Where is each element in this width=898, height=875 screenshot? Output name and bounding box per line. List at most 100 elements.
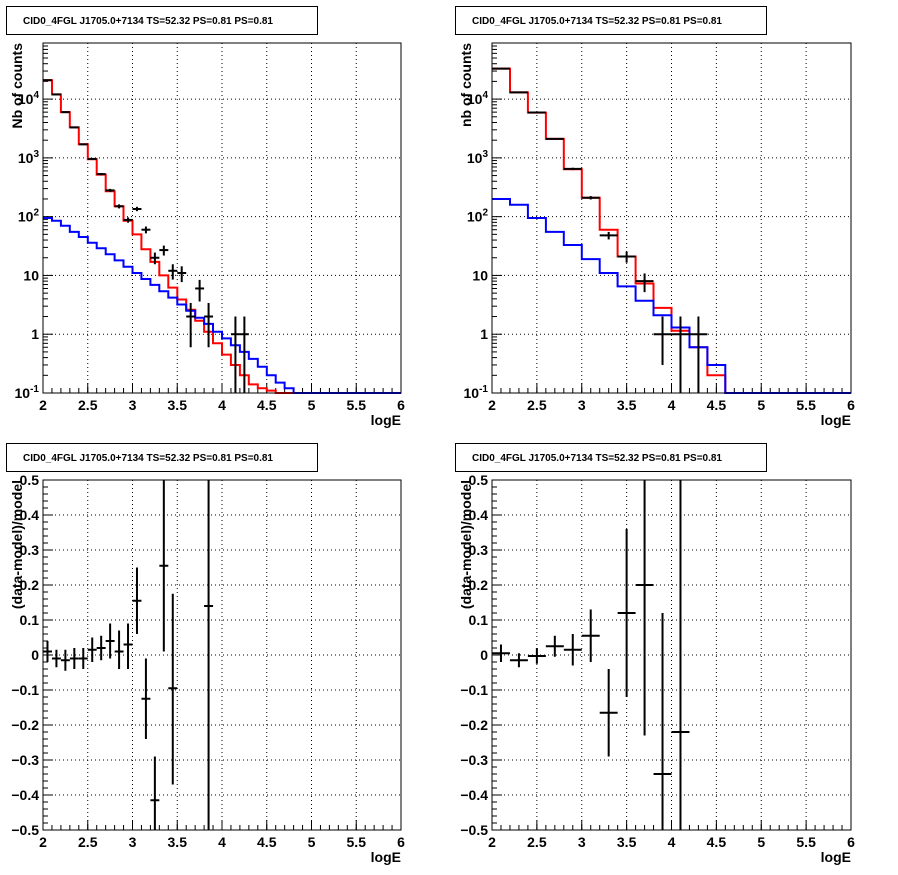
data-point: [239, 316, 249, 393]
residual-panel-left: CID0_4FGL J1705.0+7134 TS=52.32 PS=0.81 …: [6, 443, 405, 865]
data-point: [78, 648, 88, 669]
data-point: [150, 252, 160, 265]
y-tick-label: 0.5: [469, 472, 489, 488]
y-tick-label: −0.2: [11, 717, 39, 733]
data-point: [527, 648, 546, 664]
x-tick-label: 4.5: [707, 397, 727, 413]
title-box: [6, 6, 318, 35]
data-point: [132, 206, 142, 212]
data-point: [69, 648, 79, 669]
plot-frame: [42, 42, 402, 394]
y-tick-label: 102: [18, 208, 40, 225]
y-tick-label: −0.5: [11, 822, 39, 838]
data-point: [105, 623, 115, 659]
x-tick-label: 4: [668, 834, 676, 850]
data-point: [617, 529, 636, 697]
x-tick-label: 3.5: [168, 834, 188, 850]
data-point: [635, 480, 654, 736]
residual-panel-right: CID0_4FGL J1705.0+7134 TS=52.32 PS=0.81 …: [455, 443, 855, 865]
x-tick-label: 5: [308, 834, 316, 850]
data-point: [114, 204, 124, 209]
data-point: [230, 316, 240, 393]
y-tick-label: 10-1: [464, 384, 489, 401]
y-tick-label: 1: [31, 326, 39, 342]
data-point: [87, 157, 97, 160]
data-point: [509, 653, 528, 668]
x-axis-title: logE: [371, 412, 401, 428]
y-tick-label: −0.3: [460, 752, 488, 768]
data-point: [69, 126, 79, 129]
x-tick-label: 3: [578, 834, 586, 850]
data-point: [492, 644, 510, 662]
data-point: [617, 251, 636, 263]
plot-frame: [491, 479, 852, 831]
chart-title: CID0_4FGL J1705.0+7134 TS=52.32 PS=0.81 …: [23, 16, 273, 27]
y-tick-label: 0.2: [469, 577, 489, 593]
y-axis-title: (data-model)/model: [9, 480, 25, 609]
y-tick-label: 0.4: [469, 507, 489, 523]
x-tick-label: 2: [488, 834, 496, 850]
x-tick-label: 2: [39, 397, 47, 413]
x-tick-label: 2.5: [527, 397, 547, 413]
y-tick-label: −0.1: [11, 682, 39, 698]
data-point: [599, 231, 618, 240]
data-point: [186, 302, 196, 348]
x-tick-label: 6: [397, 397, 405, 413]
y-tick-label: 1: [480, 326, 488, 342]
y-tick-label: −0.1: [460, 682, 488, 698]
x-tick-label: 5.5: [796, 397, 816, 413]
data-point: [581, 609, 600, 662]
y-tick-label: 0.2: [20, 577, 40, 593]
chart-title: CID0_4FGL J1705.0+7134 TS=52.32 PS=0.81 …: [472, 16, 722, 27]
y-axis-title: nb of counts: [458, 43, 474, 127]
title-box: [455, 6, 767, 35]
y-axis-title: Nb of counts: [9, 43, 25, 129]
x-axis-title: logE: [821, 849, 851, 865]
data-point: [105, 188, 115, 192]
data-point: [78, 143, 88, 146]
x-tick-label: 4.5: [707, 834, 727, 850]
x-tick-label: 5.5: [796, 834, 816, 850]
x-tick-label: 4: [218, 397, 226, 413]
y-tick-label: −0.4: [460, 787, 488, 803]
x-tick-label: 5: [757, 397, 765, 413]
data-point: [60, 111, 70, 114]
data-point: [123, 623, 133, 669]
y-tick-label: 0.5: [20, 472, 40, 488]
title-box: [6, 443, 318, 472]
x-tick-label: 6: [847, 397, 855, 413]
x-tick-label: 3.5: [617, 834, 637, 850]
y-tick-label: 102: [467, 208, 489, 225]
data-point: [545, 635, 564, 657]
data-point: [204, 302, 214, 348]
x-tick-label: 3: [129, 834, 137, 850]
data-point: [96, 635, 106, 661]
x-tick-label: 4.5: [257, 397, 277, 413]
data-point: [581, 196, 600, 200]
x-tick-label: 3: [578, 397, 586, 413]
data-point: [141, 226, 151, 234]
x-tick-label: 6: [847, 834, 855, 850]
x-tick-label: 4: [668, 397, 676, 413]
data-point: [43, 641, 52, 662]
y-tick-label: 104: [18, 90, 40, 107]
data-point: [141, 658, 151, 739]
x-tick-label: 5.5: [347, 834, 367, 850]
data-point: [159, 480, 169, 652]
y-tick-label: 0: [480, 647, 488, 663]
y-tick-label: 0.1: [20, 612, 40, 628]
x-tick-label: 2: [39, 834, 47, 850]
title-box: [455, 443, 767, 472]
data-point: [635, 273, 654, 293]
data-point: [177, 266, 187, 283]
data-point: [599, 669, 618, 757]
data-point: [96, 172, 106, 176]
chart-title: CID0_4FGL J1705.0+7134 TS=52.32 PS=0.81 …: [472, 453, 722, 464]
y-tick-label: 0.4: [20, 507, 40, 523]
chart-title: CID0_4FGL J1705.0+7134 TS=52.32 PS=0.81 …: [23, 453, 273, 464]
data-point: [563, 167, 582, 171]
data-point: [60, 649, 70, 671]
y-tick-label: 104: [467, 90, 489, 107]
model-background-histogram: [43, 217, 401, 394]
